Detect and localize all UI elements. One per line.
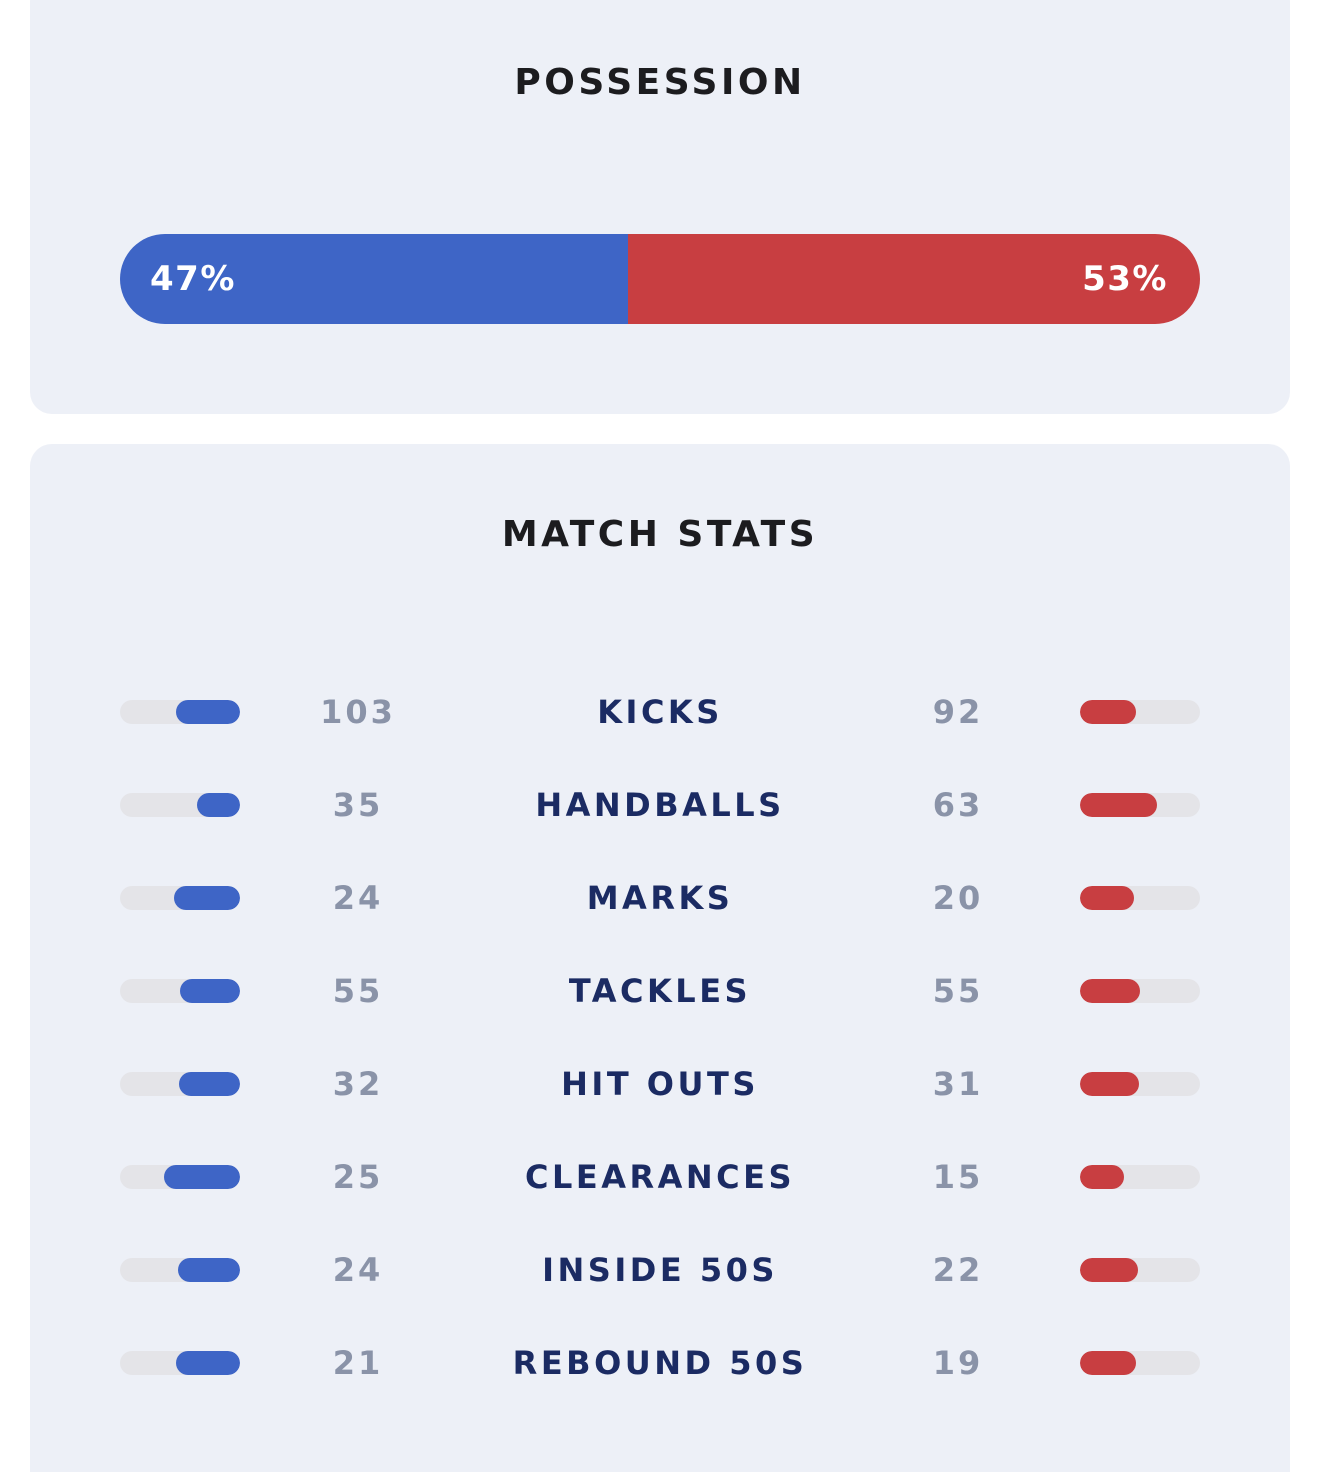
away-stat-bar — [1080, 886, 1200, 910]
stat-label: TACKLES — [568, 972, 752, 1010]
home-stat-bar — [120, 1165, 240, 1189]
away-stat-bar-fill — [1080, 1351, 1137, 1375]
home-stat-bar-fill — [164, 1165, 240, 1189]
home-stat-bar — [120, 1072, 240, 1096]
away-stat-bar-fill — [1080, 886, 1134, 910]
away-stat-value: 92 — [932, 693, 984, 731]
away-stat-bar — [1080, 979, 1200, 1003]
stat-label: INSIDE 50S — [542, 1251, 778, 1289]
home-stat-bar — [120, 1351, 240, 1375]
home-stat-bar-fill — [196, 793, 240, 817]
home-stat-bar — [120, 700, 240, 724]
away-stat-bar-fill — [1080, 1072, 1139, 1096]
stat-row: 21 REBOUND 50S 19 — [30, 1335, 1290, 1391]
home-stat-value: 55 — [332, 972, 384, 1010]
away-stat-bar — [1080, 1351, 1200, 1375]
stat-row: 103 KICKS 92 — [30, 684, 1290, 740]
stat-label: HIT OUTS — [561, 1065, 759, 1103]
away-stat-value: 22 — [932, 1251, 984, 1289]
away-stat-value: 63 — [932, 786, 984, 824]
home-stat-bar-fill — [180, 979, 240, 1003]
possession-home-segment: 47% — [120, 234, 628, 324]
home-stat-bar-fill — [177, 1258, 240, 1282]
possession-card: POSSESSION 47% 53% — [30, 0, 1290, 414]
away-stat-bar — [1080, 1258, 1200, 1282]
home-stat-value: 103 — [320, 693, 396, 731]
away-stat-bar-fill — [1080, 1258, 1138, 1282]
home-stat-bar-fill — [174, 886, 240, 910]
home-stat-bar — [120, 886, 240, 910]
away-stat-bar — [1080, 1165, 1200, 1189]
match-stats-card: MATCH STATS 103 KICKS 92 35 HANDBALLS 63 24 MAR… — [30, 444, 1290, 1472]
stat-label: KICKS — [597, 693, 723, 731]
home-stat-value: 24 — [332, 879, 384, 917]
home-stat-bar — [120, 1258, 240, 1282]
home-stat-value: 24 — [332, 1251, 384, 1289]
home-stat-bar — [120, 979, 240, 1003]
away-stat-bar-fill — [1080, 700, 1137, 724]
home-stat-bar — [120, 793, 240, 817]
home-stat-value: 25 — [332, 1158, 384, 1196]
possession-away-label: 53% — [1082, 259, 1168, 299]
home-stat-value: 35 — [332, 786, 384, 824]
stat-label: REBOUND 50S — [512, 1344, 808, 1382]
away-stat-value: 31 — [932, 1065, 984, 1103]
stat-label: MARKS — [586, 879, 734, 917]
home-stat-bar-fill — [176, 700, 240, 724]
away-stat-bar — [1080, 1072, 1200, 1096]
possession-away-segment: 53% — [627, 234, 1200, 324]
home-stat-bar-fill — [176, 1351, 240, 1375]
away-stat-bar — [1080, 700, 1200, 724]
stat-row: 32 HIT OUTS 31 — [30, 1056, 1290, 1112]
stat-row: 24 MARKS 20 — [30, 870, 1290, 926]
stat-row: 24 INSIDE 50S 22 — [30, 1242, 1290, 1298]
away-stat-value: 55 — [932, 972, 984, 1010]
possession-bar: 47% 53% — [120, 234, 1200, 324]
stat-row: 35 HANDBALLS 63 — [30, 777, 1290, 833]
away-stat-bar-fill — [1080, 793, 1157, 817]
match-stats-title: MATCH STATS — [501, 514, 819, 555]
possession-home-label: 47% — [150, 259, 236, 299]
home-stat-bar-fill — [178, 1072, 240, 1096]
away-stat-value: 19 — [932, 1344, 984, 1382]
home-stat-value: 32 — [332, 1065, 384, 1103]
possession-title: POSSESSION — [514, 62, 806, 103]
home-stat-value: 21 — [332, 1344, 384, 1382]
stat-row: 25 CLEARANCES 15 — [30, 1149, 1290, 1205]
away-stat-bar-fill — [1080, 1165, 1125, 1189]
away-stat-value: 20 — [932, 879, 984, 917]
away-stat-bar-fill — [1080, 979, 1140, 1003]
stat-label: CLEARANCES — [524, 1158, 796, 1196]
stat-row: 55 TACKLES 55 — [30, 963, 1290, 1019]
stat-label: HANDBALLS — [535, 786, 785, 824]
away-stat-value: 15 — [932, 1158, 984, 1196]
away-stat-bar — [1080, 793, 1200, 817]
